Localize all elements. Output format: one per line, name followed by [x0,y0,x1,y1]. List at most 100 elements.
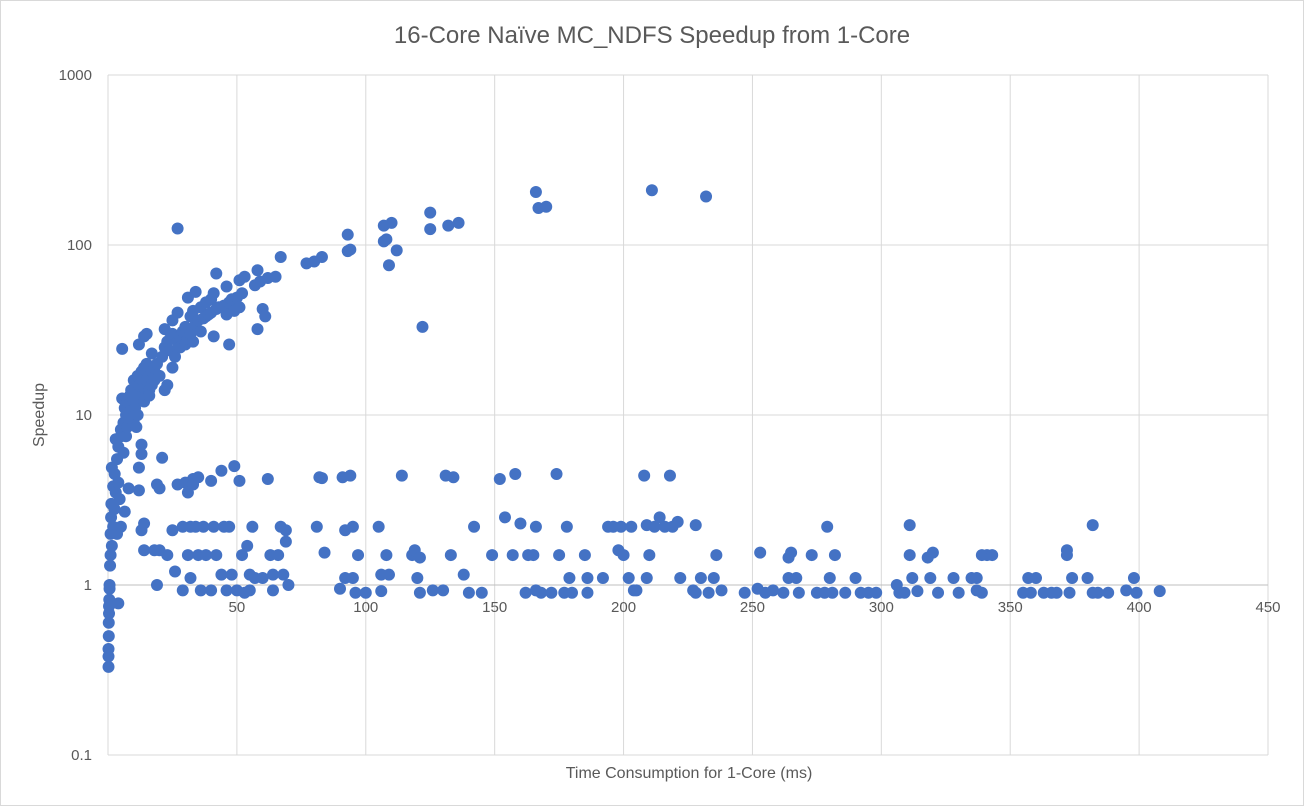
data-point [385,216,398,229]
data-point [462,586,475,599]
data-point [225,568,238,581]
data-point [117,446,130,459]
data-point [166,361,179,374]
data-point [444,549,457,562]
data-point [375,585,388,598]
data-point [849,571,862,584]
x-tick-label: 450 [1255,599,1280,616]
data-point [102,630,115,643]
data-point [457,568,470,581]
tick-labels: 50 100 150 200 250 300 350 400 450 0.1 1 10 100 1000 [59,67,1281,764]
data-point [1120,584,1133,597]
data-point [581,586,594,599]
data-point [932,586,945,599]
data-point [187,335,200,348]
data-point [282,579,295,591]
data-point [903,549,916,562]
x-tick-label: 350 [998,599,1023,616]
data-point [161,549,174,562]
data-point [233,474,246,487]
data-point [413,551,426,564]
data-point [223,520,236,533]
data-point [1086,519,1099,532]
x-tick-label: 300 [869,599,894,616]
data-point [527,549,540,562]
data-point [828,549,841,562]
data-point [790,571,803,584]
data-point [545,586,558,599]
data-point [220,280,233,293]
data-point [924,571,937,584]
data-point [689,586,702,599]
data-point [122,482,135,495]
data-point [192,471,205,484]
data-point [535,586,548,599]
data-point [138,544,151,557]
data-point [424,223,437,236]
data-point [243,584,256,597]
y-tick-label: 10 [75,407,92,424]
data-point [550,467,563,480]
data-point [315,250,328,263]
data-point [493,473,506,486]
data-point [132,484,145,497]
data-point [220,584,233,597]
data-point [241,539,254,552]
x-tick-label: 100 [353,599,378,616]
data-point [1030,571,1042,584]
data-point [947,571,960,584]
data-point [1130,586,1143,599]
data-point [233,301,246,314]
data-point [176,584,189,597]
data-point [986,549,999,562]
data-point [442,219,455,232]
data-point [596,571,609,584]
data-point [1066,571,1079,584]
data-point [112,597,125,610]
data-point [707,571,720,584]
data-point [689,519,702,532]
data-point [413,586,426,599]
data-point [617,549,630,562]
gridlines [107,74,1269,756]
data-point [645,184,658,197]
data-point [197,520,210,533]
data-point [792,586,805,599]
data-point [169,350,182,363]
data-point [426,584,439,597]
data-point [238,270,251,283]
data-point [130,420,143,433]
data-point [870,586,883,599]
data-point [694,571,707,584]
data-point [171,222,184,235]
data-point [315,472,328,485]
data-point [223,338,236,351]
data-point [171,306,184,319]
data-point [638,469,651,482]
data-points [102,184,1166,673]
data-point [1127,571,1140,584]
y-axis-title: Speedup [31,383,48,447]
data-point [105,539,118,552]
data-point [346,520,359,533]
data-point [215,464,228,477]
data-point [344,243,357,256]
data-point [150,579,163,591]
data-point [135,438,148,451]
data-point [898,586,911,599]
data-point [169,565,182,578]
data-point [103,579,116,591]
data-point [205,474,218,487]
data-point [785,546,798,559]
data-point [566,586,578,599]
data-point [805,549,818,562]
data-point [194,584,207,597]
data-point [189,285,202,298]
data-point [903,519,916,532]
data-point [210,549,223,562]
data-point [199,549,212,562]
data-point [911,585,924,598]
data-point [131,409,144,421]
data-point [382,259,395,272]
data-point [116,342,129,355]
